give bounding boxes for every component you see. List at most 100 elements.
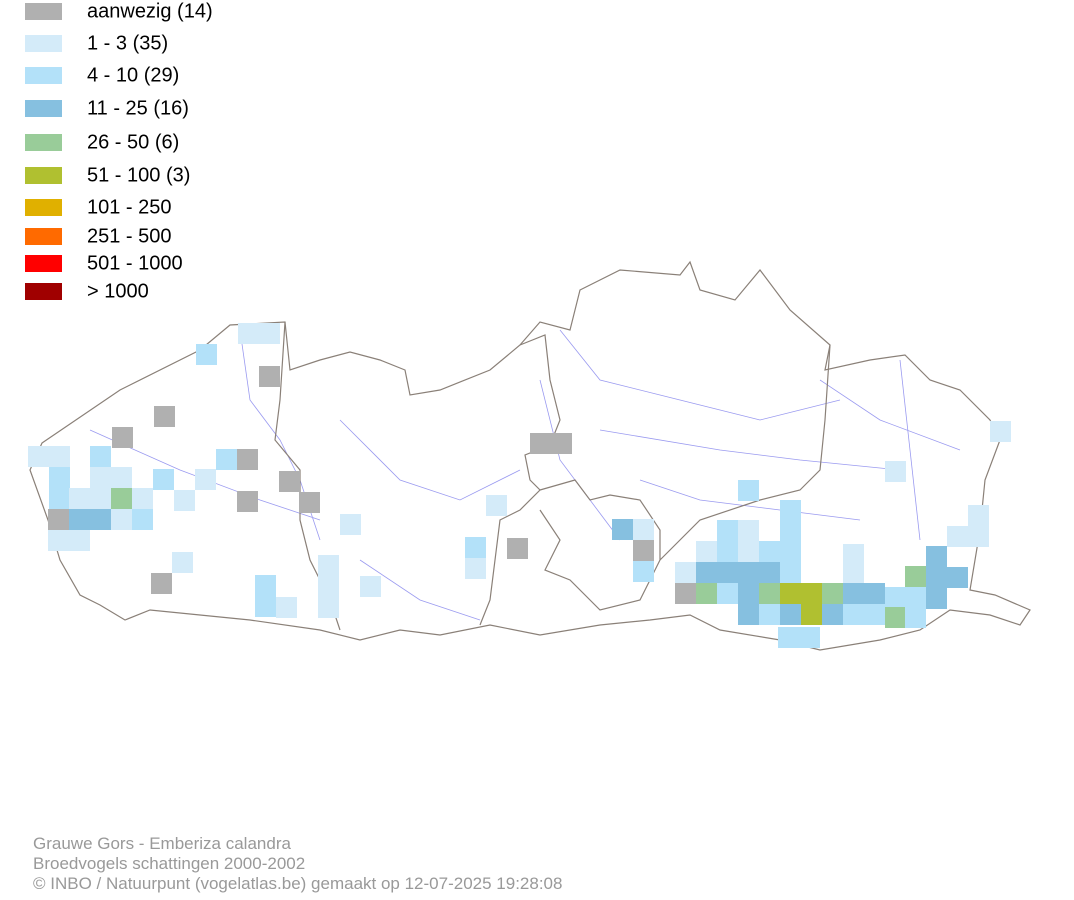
grid-cell — [905, 566, 926, 587]
legend-swatch — [25, 100, 62, 117]
grid-cell — [153, 469, 174, 490]
grid-cell — [926, 588, 947, 609]
grid-cell — [799, 627, 820, 648]
grid-cell — [90, 467, 111, 488]
legend-swatch — [25, 255, 62, 272]
legend-label: 1 - 3 (35) — [87, 32, 168, 54]
grid-cell — [885, 587, 906, 608]
grid-cell — [465, 558, 486, 579]
legend-swatch — [25, 199, 62, 216]
grid-cell — [551, 433, 572, 454]
grid-cell — [801, 583, 822, 604]
grid-cell — [675, 583, 696, 604]
grid-cell — [49, 488, 70, 509]
grid-cell — [843, 544, 864, 565]
grid-cell — [69, 509, 90, 530]
legend-label: 11 - 25 (16) — [87, 97, 189, 119]
grid-cell — [926, 567, 947, 588]
legend-swatch — [25, 67, 62, 84]
grid-cell — [759, 583, 780, 604]
legend-swatch — [25, 134, 62, 151]
grid-cell — [780, 562, 801, 583]
grid-cell — [237, 491, 258, 512]
grid-cell — [238, 323, 259, 344]
grid-cell — [780, 583, 801, 604]
grid-cell — [318, 555, 339, 576]
grid-cell — [49, 446, 70, 467]
grid-cell — [111, 488, 132, 509]
grid-cell — [255, 596, 276, 617]
grid-cell — [696, 583, 717, 604]
legend-swatch — [25, 35, 62, 52]
grid-cell — [49, 467, 70, 488]
grid-cell — [843, 604, 864, 625]
footer-line: © INBO / Natuurpunt (vogelatlas.be) gema… — [33, 874, 562, 893]
grid-cell — [843, 565, 864, 586]
grid-cell — [299, 492, 320, 513]
grid-cell — [28, 446, 49, 467]
grid-cell — [259, 366, 280, 387]
grid-cell — [279, 471, 300, 492]
grid-cell — [778, 627, 799, 648]
grid-cell — [259, 323, 280, 344]
grid-cell — [822, 604, 843, 625]
grid-cell — [696, 562, 717, 583]
grid-cells — [28, 323, 1011, 648]
grid-cell — [968, 505, 989, 526]
grid-cell — [276, 597, 297, 618]
legend-label: 101 - 250 — [87, 196, 172, 218]
grid-cell — [864, 604, 885, 625]
grid-cell — [738, 520, 759, 541]
grid-cell — [696, 541, 717, 562]
footer-line: Broedvogels schattingen 2000-2002 — [33, 854, 305, 873]
grid-cell — [947, 567, 968, 588]
grid-cell — [48, 530, 69, 551]
rivers — [89, 329, 961, 621]
grid-cell — [780, 500, 801, 521]
grid-cell — [132, 488, 153, 509]
grid-cell — [717, 583, 738, 604]
grid-cell — [717, 520, 738, 541]
grid-cell — [112, 427, 133, 448]
grid-cell — [717, 562, 738, 583]
grid-cell — [738, 541, 759, 562]
grid-cell — [738, 583, 759, 604]
grid-cell — [759, 604, 780, 625]
legend-swatch — [25, 167, 62, 184]
grid-cell — [90, 446, 111, 467]
grid-cell — [717, 541, 738, 562]
grid-cell — [132, 509, 153, 530]
grid-cell — [465, 537, 486, 558]
grid-cell — [633, 519, 654, 540]
legend-label: aanwezig (14) — [87, 0, 213, 22]
grid-cell — [759, 541, 780, 562]
grid-cell — [195, 469, 216, 490]
grid-cell — [172, 552, 193, 573]
grid-cell — [968, 526, 989, 547]
grid-cell — [154, 406, 175, 427]
legend-label: 251 - 500 — [87, 225, 172, 247]
grid-cell — [633, 540, 654, 561]
legend-label: 4 - 10 (29) — [87, 64, 179, 86]
footer-line: Grauwe Gors - Emberiza calandra — [33, 834, 291, 853]
grid-cell — [633, 561, 654, 582]
grid-cell — [196, 344, 217, 365]
grid-cell — [612, 519, 633, 540]
grid-cell — [843, 583, 864, 604]
grid-cell — [947, 526, 968, 547]
grid-cell — [885, 607, 906, 628]
grid-cell — [905, 587, 926, 608]
grid-cell — [905, 607, 926, 628]
legend-label: 51 - 100 (3) — [87, 164, 190, 186]
grid-cell — [864, 583, 885, 604]
legend-swatch — [25, 228, 62, 245]
footer: Grauwe Gors - Emberiza calandraBroedvoge… — [33, 834, 562, 893]
grid-cell — [360, 576, 381, 597]
grid-cell — [48, 509, 69, 530]
grid-cell — [759, 562, 780, 583]
grid-cell — [738, 480, 759, 501]
grid-cell — [69, 530, 90, 551]
legend-label: 501 - 1000 — [87, 252, 183, 274]
grid-cell — [237, 449, 258, 470]
grid-cell — [174, 490, 195, 511]
